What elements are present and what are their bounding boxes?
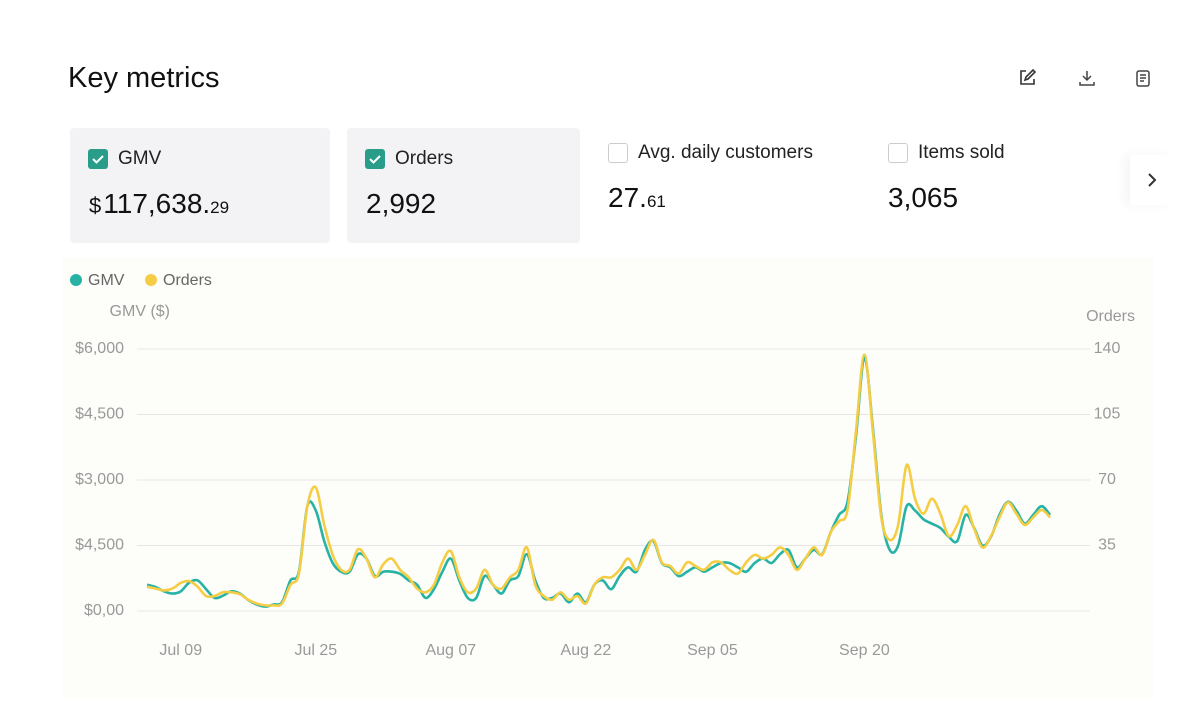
legend-label: Orders <box>163 272 212 289</box>
y2-axis-title: Orders <box>1086 308 1135 325</box>
report-icon[interactable] <box>1133 68 1153 88</box>
metric-card[interactable]: GMV $117,638.29 <box>70 128 330 243</box>
x-tick-label: Jul 09 <box>159 642 202 659</box>
chart-background <box>62 258 1154 698</box>
x-tick-label: Sep 20 <box>839 642 890 659</box>
metric-label: Avg. daily customers <box>638 142 813 163</box>
metric-value: 27.61 <box>608 182 666 214</box>
metric-label: Items sold <box>918 142 1005 163</box>
legend-swatch <box>70 274 82 286</box>
y2-tick-label: 105 <box>1094 406 1121 423</box>
metric-value-part: 29 <box>210 198 230 217</box>
metric-value-part: 61 <box>646 192 666 211</box>
metric-value: 2,992 <box>366 188 436 220</box>
metric-card[interactable]: Avg. daily customers 27.61 <box>590 128 850 243</box>
x-tick-label: Aug 22 <box>561 642 612 659</box>
y-tick-label: $4,500 <box>75 406 124 423</box>
legend-label: GMV <box>88 272 125 289</box>
metric-label: Orders <box>395 148 454 169</box>
y-tick-label: $3,000 <box>75 471 124 488</box>
y2-tick-label: 70 <box>1098 471 1116 488</box>
metric-value: 3,065 <box>888 182 958 214</box>
metric-value-part: 3,065 <box>888 182 959 213</box>
next-button[interactable] <box>1130 155 1176 205</box>
download-icon[interactable] <box>1077 68 1097 88</box>
metric-value-part: 2,992 <box>366 188 437 219</box>
x-tick-label: Jul 25 <box>294 642 337 659</box>
metric-card[interactable]: Items sold 3,065 <box>870 128 1120 243</box>
x-tick-label: Aug 07 <box>425 642 476 659</box>
checkbox[interactable] <box>888 143 908 163</box>
checkbox[interactable] <box>365 149 385 169</box>
edit-icon[interactable] <box>1017 68 1037 88</box>
metric-value-part: 117,638. <box>103 188 211 219</box>
metric-value-part: $ <box>89 193 102 218</box>
y2-tick-label: 35 <box>1098 537 1116 554</box>
metric-value-part: 27. <box>608 182 647 213</box>
y-axis-title: GMV ($) <box>110 303 170 320</box>
y-tick-label: $4,500 <box>75 537 124 554</box>
y-tick-label: $0,00 <box>84 602 124 619</box>
page-title: Key metrics <box>68 62 220 94</box>
metric-label: GMV <box>118 148 162 169</box>
legend-swatch <box>145 274 157 286</box>
metric-value: $117,638.29 <box>89 188 229 220</box>
checkbox[interactable] <box>608 143 628 163</box>
checkbox[interactable] <box>88 149 108 169</box>
y-tick-label: $6,000 <box>75 340 124 357</box>
metric-card[interactable]: Orders 2,992 <box>347 128 580 243</box>
series-line <box>146 353 1052 607</box>
y2-tick-label: 140 <box>1094 340 1121 357</box>
x-tick-label: Sep 05 <box>687 642 738 659</box>
